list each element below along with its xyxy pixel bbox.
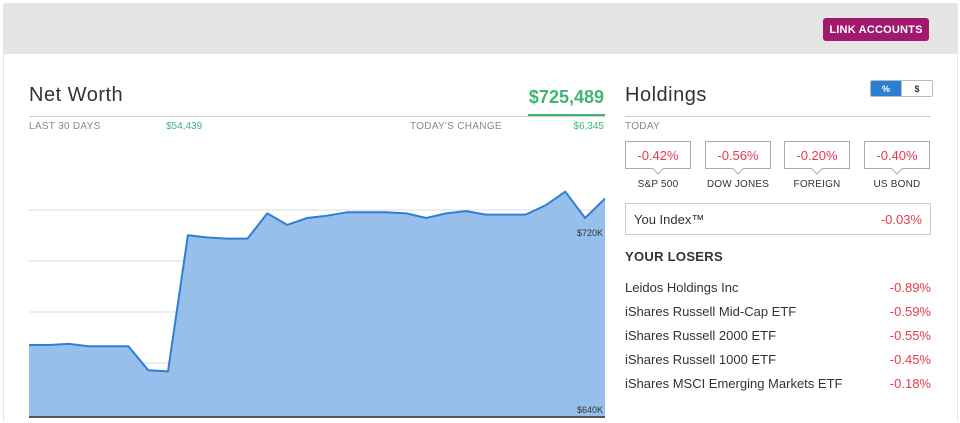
list-item[interactable]: iShares Russell 1000 ETF -0.45%	[625, 352, 931, 376]
last-30-days-label: LAST 30 DAYS	[29, 121, 101, 132]
toggle-dollar-button[interactable]: $	[901, 81, 932, 96]
your-losers-heading: YOUR LOSERS	[625, 249, 723, 264]
losers-list: Leidos Holdings Inc -0.89% iShares Russe…	[625, 280, 931, 400]
index-change-box: -0.42%	[625, 141, 691, 169]
last-30-days-value: $54,439	[166, 121, 203, 132]
loser-change: -0.45%	[889, 352, 931, 367]
index-us-bond[interactable]: -0.40% US BOND	[864, 141, 930, 190]
loser-name: iShares Russell 1000 ETF	[625, 352, 777, 367]
net-worth-divider	[29, 116, 605, 117]
link-accounts-button[interactable]: LINK ACCOUNTS	[823, 18, 929, 41]
y-tick-label: $640K	[577, 405, 603, 415]
main-panel: Net Worth $725,489 LAST 30 DAYS $54,439 …	[4, 54, 957, 423]
loser-change: -0.55%	[889, 328, 931, 343]
y-tick-label: $720K	[577, 228, 603, 238]
index-foreign[interactable]: -0.20% FOREIGN	[784, 141, 850, 190]
holdings-today-label: TODAY	[625, 121, 661, 132]
dashboard-frame: LINK ACCOUNTS Net Worth $725,489 LAST 30…	[3, 3, 958, 423]
net-worth-title: Net Worth	[29, 84, 124, 106]
list-item[interactable]: iShares MSCI Emerging Markets ETF -0.18%	[625, 376, 931, 400]
index-label: DOW JONES	[706, 179, 770, 190]
you-index-row[interactable]: You Index™ -0.03%	[625, 203, 931, 235]
loser-name: iShares MSCI Emerging Markets ETF	[625, 376, 843, 391]
chart-area-fill	[29, 191, 605, 416]
chart-series-line	[29, 190, 605, 373]
index-dow-jones[interactable]: -0.56% DOW JONES	[705, 141, 771, 190]
list-item[interactable]: Leidos Holdings Inc -0.89%	[625, 280, 931, 304]
loser-change: -0.89%	[889, 280, 931, 295]
chart-baseline	[29, 416, 605, 418]
toggle-percent-button[interactable]: %	[871, 81, 901, 96]
loser-name: Leidos Holdings Inc	[625, 280, 739, 295]
index-change-box: -0.20%	[784, 141, 850, 169]
todays-change-value: $6,345	[573, 121, 604, 132]
loser-name: iShares Russell Mid-Cap ETF	[625, 304, 797, 319]
loser-name: iShares Russell 2000 ETF	[625, 328, 777, 343]
list-item[interactable]: iShares Russell Mid-Cap ETF -0.59%	[625, 304, 931, 328]
you-index-label: You Index™	[634, 212, 705, 227]
you-index-value: -0.03%	[880, 212, 922, 227]
index-change-box: -0.56%	[705, 141, 771, 169]
loser-change: -0.18%	[889, 376, 931, 391]
percent-dollar-toggle: % $	[870, 80, 933, 97]
net-worth-value-underline	[528, 114, 605, 116]
holdings-title: Holdings	[625, 84, 707, 106]
todays-change-label: TODAY'S CHANGE	[410, 121, 502, 132]
index-label: FOREIGN	[793, 179, 841, 190]
index-sp500[interactable]: -0.42% S&P 500	[625, 141, 691, 190]
index-label: S&P 500	[637, 179, 679, 190]
net-worth-value: $725,489	[528, 87, 604, 107]
net-worth-chart[interactable]: $720K $640K	[29, 152, 605, 418]
top-bar: LINK ACCOUNTS	[3, 3, 958, 53]
index-label: US BOND	[873, 179, 921, 190]
loser-change: -0.59%	[889, 304, 931, 319]
holdings-divider	[625, 116, 931, 117]
index-change-box: -0.40%	[864, 141, 930, 169]
list-item[interactable]: iShares Russell 2000 ETF -0.55%	[625, 328, 931, 352]
